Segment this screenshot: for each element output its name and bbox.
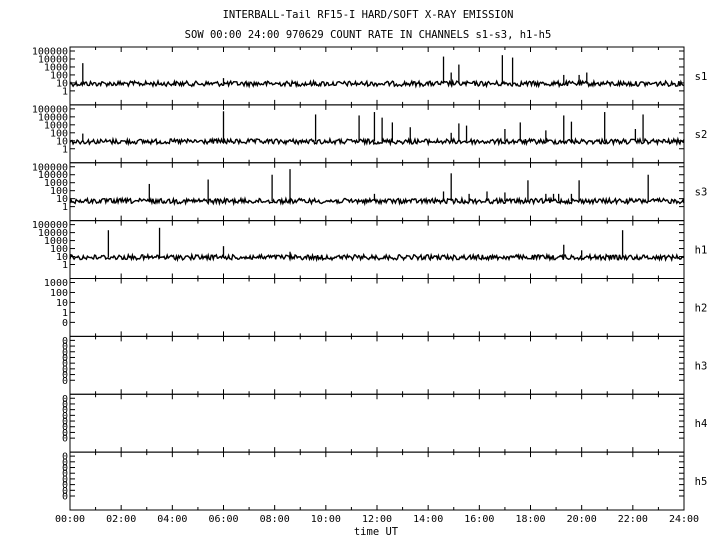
y-tick-label-s2: 1000 xyxy=(44,120,68,131)
y-tick-label-h5: 0 xyxy=(62,463,68,474)
y-tick-label-s2: 10 xyxy=(56,136,68,147)
baseline-trace-s1 xyxy=(69,78,685,89)
panel-frame-h3 xyxy=(69,335,685,395)
y-tick-label-h3: 0 xyxy=(62,364,68,375)
panel-frame-h5 xyxy=(69,451,685,511)
chart-subtitle: SOW 00:00 24:00 970629 COUNT RATE IN CHA… xyxy=(185,29,552,41)
x-tick-label: 16:00 xyxy=(464,514,494,525)
x-axis-label: time UT xyxy=(354,526,399,538)
y-tick-label-s3: 100 xyxy=(50,186,68,197)
x-tick-label: 20:00 xyxy=(567,514,597,525)
panel-frame-h1 xyxy=(69,220,685,279)
y-tick-label-s1: 100 xyxy=(50,70,68,81)
y-tick-label-s3: 1000 xyxy=(44,178,68,189)
y-tick-label-s2: 1 xyxy=(62,144,68,155)
channel-label-h5: h5 xyxy=(695,476,708,488)
y-tick-label-h1: 10 xyxy=(56,252,68,263)
y-tick-label-h3: 0 xyxy=(62,376,68,387)
x-tick-label: 04:00 xyxy=(157,514,187,525)
y-tick-label-h1: 100 xyxy=(50,244,68,255)
y-tick-label-s3: 10000 xyxy=(38,170,68,181)
x-tick-label: 00:00 xyxy=(55,514,85,525)
y-tick-label-h4: 0 xyxy=(62,428,68,439)
y-tick-label-h3: 0 xyxy=(62,370,68,381)
y-tick-label-h1: 10000 xyxy=(38,228,68,239)
y-tick-label-h4: 0 xyxy=(62,405,68,416)
x-tick-label: 06:00 xyxy=(208,514,238,525)
y-tick-label-h2: 100 xyxy=(50,288,68,299)
x-tick-label: 10:00 xyxy=(311,514,341,525)
y-tick-label-h1: 1000 xyxy=(44,236,68,247)
y-tick-label-s3: 100000 xyxy=(32,162,68,173)
channel-label-h3: h3 xyxy=(695,360,708,372)
channel-label-h2: h2 xyxy=(695,302,708,314)
y-tick-label-h2: 10 xyxy=(56,298,68,309)
y-tick-label-h4: 0 xyxy=(62,394,68,405)
y-tick-label-s1: 100000 xyxy=(32,47,68,58)
y-tick-label-h1: 100000 xyxy=(32,220,68,231)
channel-label-s2: s2 xyxy=(695,129,708,141)
y-tick-label-h4: 0 xyxy=(62,422,68,433)
y-tick-label-s1: 10000 xyxy=(38,54,68,65)
y-tick-label-h5: 0 xyxy=(62,474,68,485)
y-tick-label-s2: 10000 xyxy=(38,112,68,123)
panel-frame-h4 xyxy=(69,393,685,453)
y-tick-label-h3: 0 xyxy=(62,353,68,364)
y-tick-label-s2: 100000 xyxy=(32,104,68,115)
y-tick-label-h5: 0 xyxy=(62,457,68,468)
y-tick-label-h5: 0 xyxy=(62,452,68,463)
y-tick-label-h5: 0 xyxy=(62,492,68,503)
y-tick-label-s1: 1000 xyxy=(44,62,68,73)
chart-title: INTERBALL-Tail RF15-I HARD/SOFT X-RAY EM… xyxy=(223,9,514,21)
baseline-trace-s3 xyxy=(69,195,685,207)
y-tick-label-h1: 1 xyxy=(62,260,68,271)
x-tick-label: 14:00 xyxy=(413,514,443,525)
y-tick-label-h3: 0 xyxy=(62,342,68,353)
y-tick-label-h5: 0 xyxy=(62,480,68,491)
panel-frame-h2 xyxy=(69,278,685,337)
y-tick-label-h4: 0 xyxy=(62,434,68,445)
x-tick-label: 02:00 xyxy=(106,514,136,525)
baseline-trace-s2 xyxy=(69,136,685,147)
y-tick-label-h4: 0 xyxy=(62,399,68,410)
x-tick-label: 24:00 xyxy=(669,514,699,525)
y-tick-label-s3: 10 xyxy=(56,194,68,205)
panel-frame-s2 xyxy=(69,104,685,164)
panel-frame-s1 xyxy=(69,46,685,106)
channel-label-h4: h4 xyxy=(695,418,708,430)
y-tick-label-h2: 0 xyxy=(62,318,68,329)
y-tick-label-h2: 1000 xyxy=(44,278,68,289)
channel-label-s3: s3 xyxy=(695,187,708,199)
panel-frame-s3 xyxy=(69,162,685,222)
y-tick-label-h5: 0 xyxy=(62,469,68,480)
y-tick-label-s1: 1 xyxy=(62,86,68,97)
x-tick-label: 22:00 xyxy=(618,514,648,525)
y-tick-label-h3: 0 xyxy=(62,347,68,358)
y-tick-label-s3: 1 xyxy=(62,202,68,213)
channel-label-s1: s1 xyxy=(695,71,708,83)
y-tick-label-h4: 0 xyxy=(62,411,68,422)
channel-label-h1: h1 xyxy=(695,245,708,257)
y-tick-label-s2: 100 xyxy=(50,128,68,139)
x-tick-label: 12:00 xyxy=(362,514,392,525)
y-tick-label-h4: 0 xyxy=(62,417,68,428)
y-tick-label-h3: 0 xyxy=(62,336,68,347)
x-tick-label: 18:00 xyxy=(515,514,545,525)
y-tick-label-h2: 1 xyxy=(62,308,68,319)
y-tick-label-s1: 10 xyxy=(56,78,68,89)
x-tick-label: 08:00 xyxy=(260,514,290,525)
y-tick-label-h5: 0 xyxy=(62,486,68,497)
baseline-trace-h1 xyxy=(69,252,685,263)
y-tick-label-h3: 0 xyxy=(62,359,68,370)
